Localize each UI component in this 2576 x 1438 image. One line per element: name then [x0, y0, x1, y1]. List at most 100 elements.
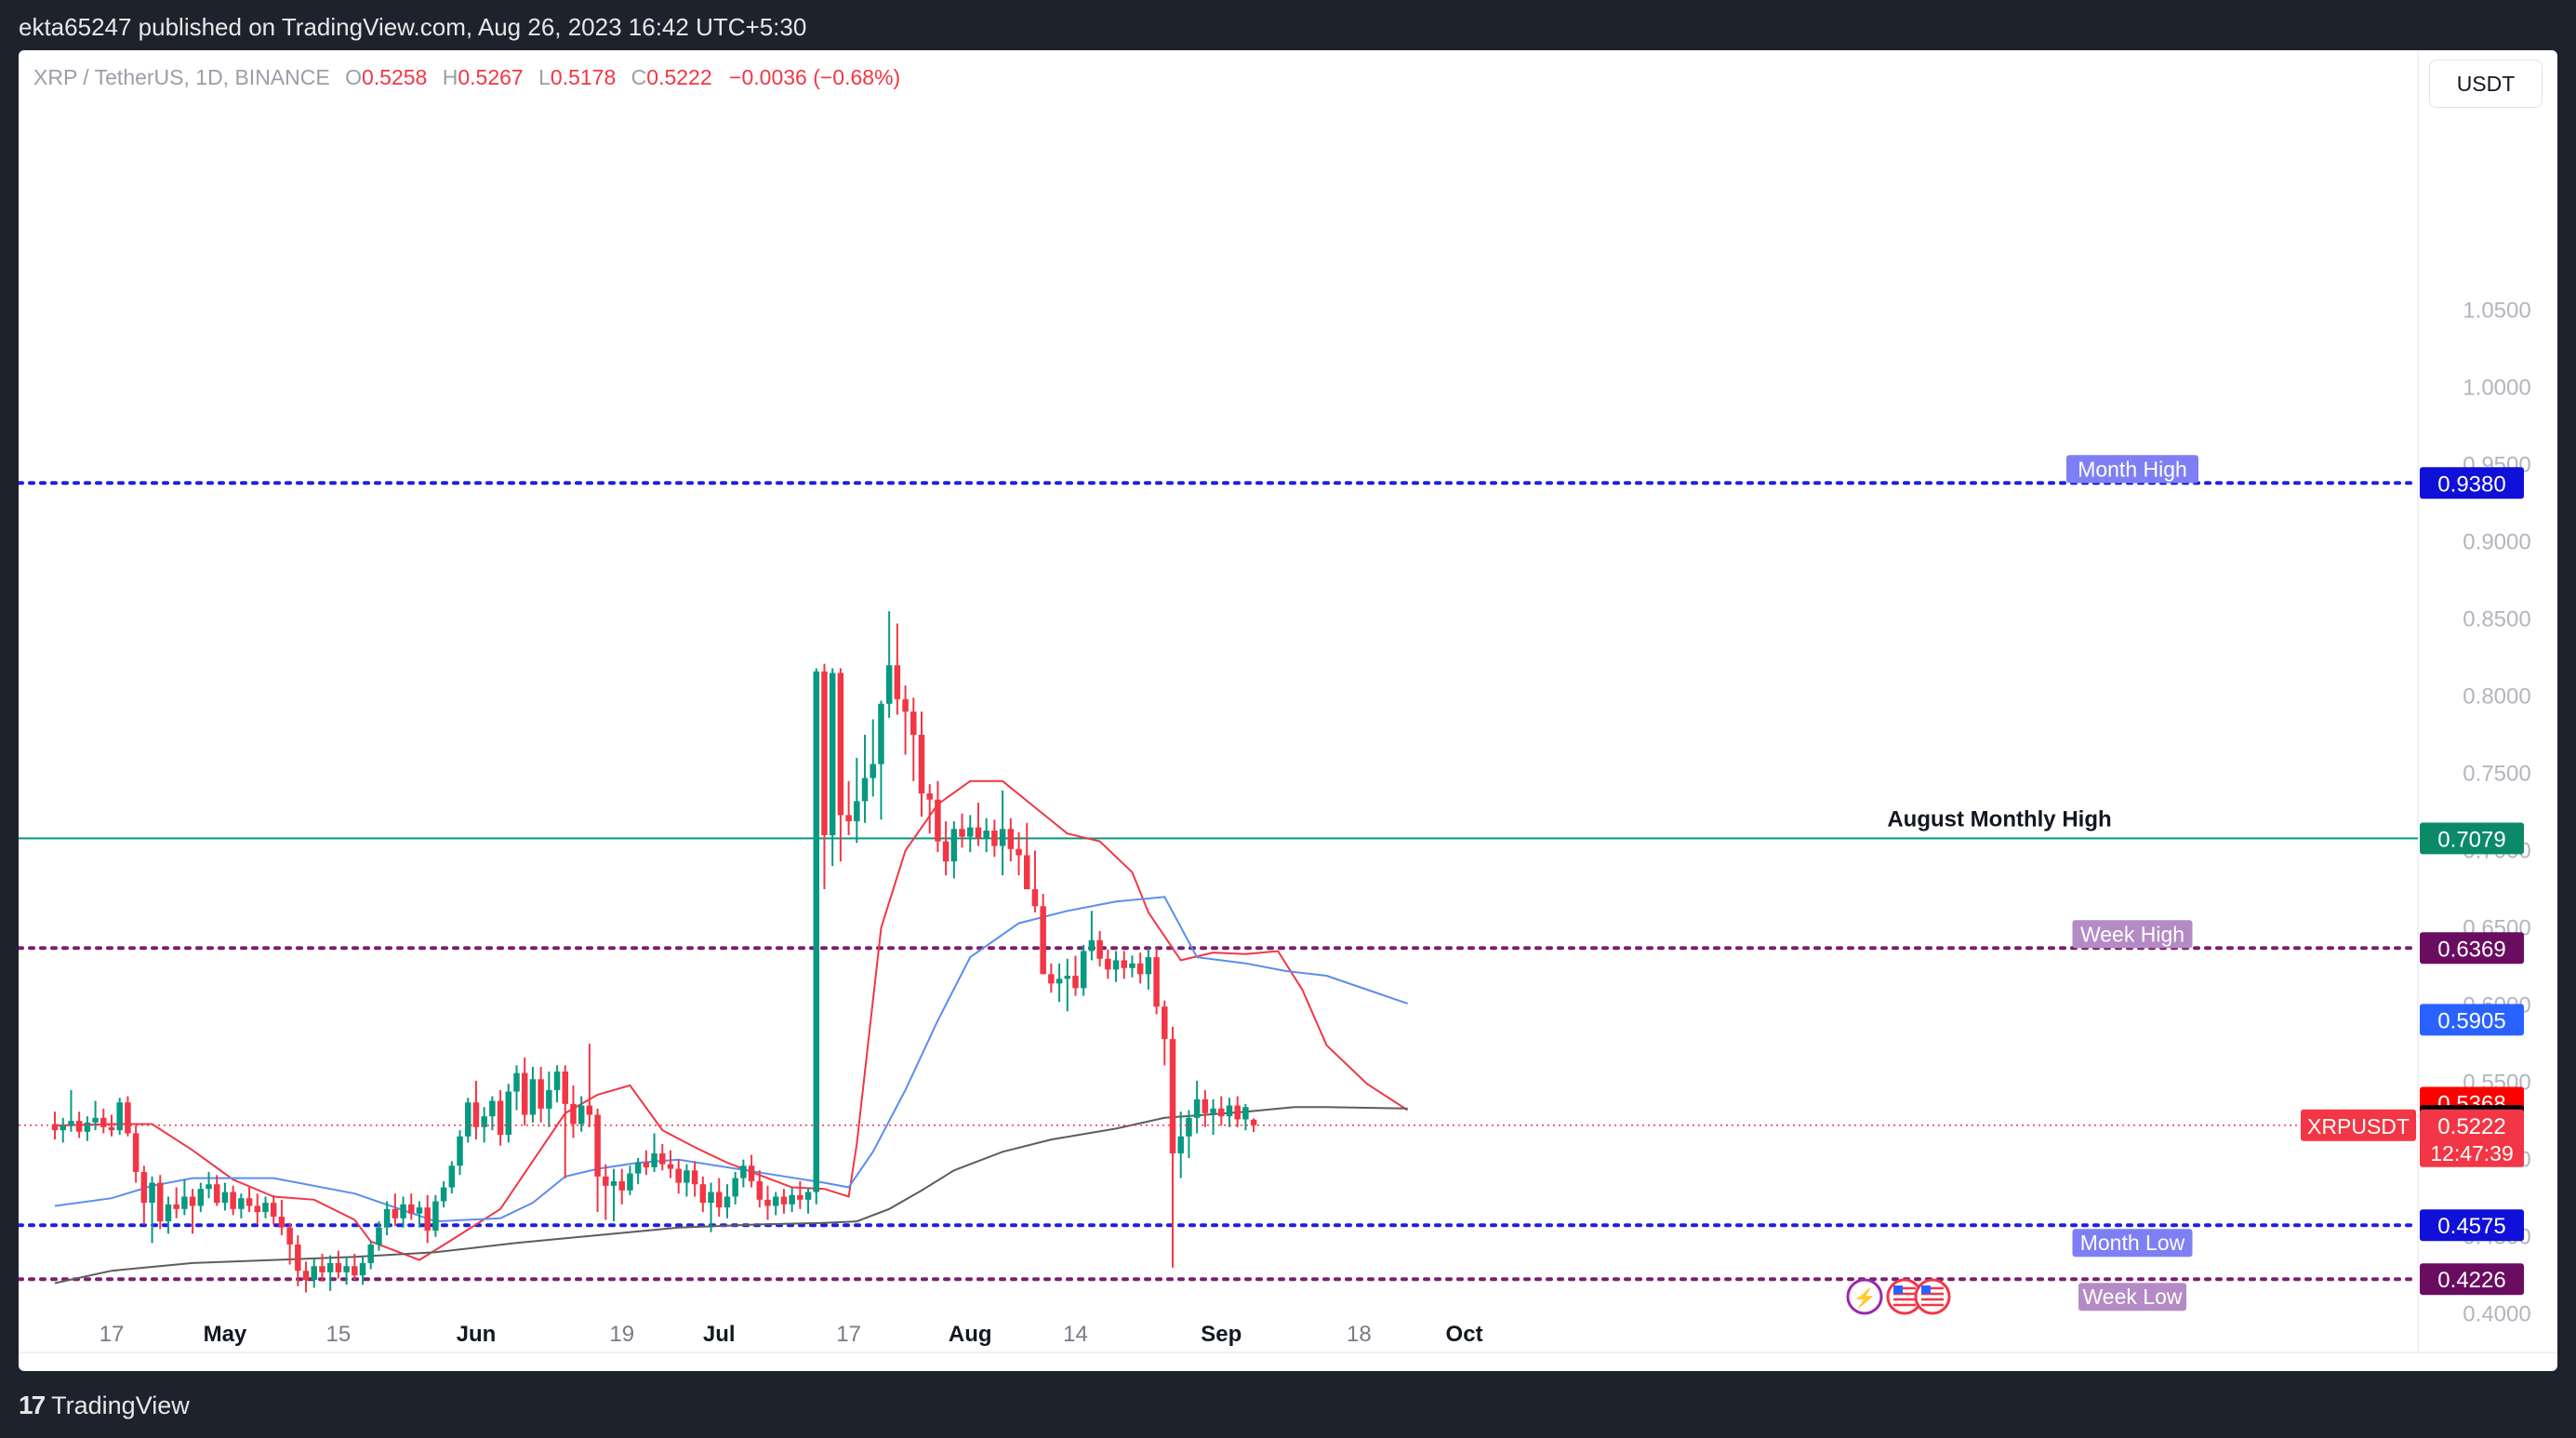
- candle-body[interactable]: [935, 799, 941, 842]
- candle-body[interactable]: [125, 1102, 131, 1134]
- candle-body[interactable]: [959, 829, 965, 837]
- candle-body[interactable]: [1129, 963, 1135, 968]
- candle-body[interactable]: [326, 1262, 334, 1272]
- candle-body[interactable]: [1169, 1039, 1176, 1154]
- candle-body[interactable]: [1145, 957, 1152, 975]
- candle-body[interactable]: [173, 1204, 179, 1209]
- candle-body[interactable]: [708, 1192, 714, 1204]
- candle-body[interactable]: [246, 1198, 253, 1206]
- candle-body[interactable]: [618, 1180, 625, 1191]
- candle-body[interactable]: [854, 801, 860, 821]
- candle-body[interactable]: [359, 1262, 366, 1276]
- currency-button[interactable]: USDT: [2429, 60, 2543, 108]
- candle-body[interactable]: [116, 1102, 123, 1131]
- candle-body[interactable]: [756, 1180, 764, 1200]
- candle-body[interactable]: [1136, 963, 1144, 975]
- candle-body[interactable]: [902, 699, 909, 712]
- candle-body[interactable]: [489, 1100, 496, 1117]
- candle-body[interactable]: [748, 1165, 755, 1181]
- candle-body[interactable]: [1031, 889, 1039, 907]
- candle-body[interactable]: [610, 1180, 617, 1186]
- candle-body[interactable]: [221, 1192, 229, 1204]
- candle-body[interactable]: [108, 1126, 115, 1131]
- candle-body[interactable]: [684, 1170, 690, 1183]
- candle-body[interactable]: [716, 1192, 723, 1208]
- candle-body[interactable]: [553, 1071, 561, 1090]
- candle-body[interactable]: [521, 1072, 528, 1115]
- candle-body[interactable]: [197, 1189, 205, 1206]
- candle-body[interactable]: [562, 1071, 569, 1104]
- candle-body[interactable]: [1016, 848, 1022, 856]
- candle-body[interactable]: [950, 829, 958, 862]
- candle-body[interactable]: [870, 764, 876, 779]
- candle-body[interactable]: [675, 1168, 682, 1183]
- candle-body[interactable]: [837, 672, 844, 816]
- candle-body[interactable]: [319, 1266, 325, 1272]
- candle-body[interactable]: [392, 1208, 399, 1218]
- candle-body[interactable]: [789, 1194, 795, 1205]
- candle-body[interactable]: [1193, 1098, 1201, 1118]
- candle-body[interactable]: [667, 1164, 674, 1169]
- candle-body[interactable]: [60, 1125, 66, 1131]
- candle-body[interactable]: [311, 1266, 318, 1281]
- candle-body[interactable]: [603, 1176, 609, 1186]
- candle-body[interactable]: [270, 1203, 277, 1218]
- candle-body[interactable]: [918, 734, 925, 794]
- candle-body[interactable]: [1234, 1105, 1241, 1120]
- candle-body[interactable]: [254, 1205, 261, 1213]
- candle-body[interactable]: [400, 1204, 406, 1218]
- candle-body[interactable]: [383, 1208, 391, 1228]
- candle-body[interactable]: [975, 827, 982, 839]
- candle-body[interactable]: [1105, 958, 1111, 970]
- candle-body[interactable]: [464, 1102, 471, 1137]
- candle-body[interactable]: [497, 1100, 504, 1136]
- candle-body[interactable]: [643, 1162, 650, 1167]
- candle-body[interactable]: [578, 1105, 585, 1125]
- flash-icon[interactable]: [1846, 1278, 1883, 1315]
- candle-body[interactable]: [432, 1201, 439, 1232]
- candle-body[interactable]: [140, 1171, 148, 1204]
- candle-body[interactable]: [910, 712, 917, 735]
- candle-body[interactable]: [691, 1170, 698, 1185]
- candle-body[interactable]: [804, 1192, 812, 1200]
- symbol-label[interactable]: XRP / TetherUS, 1D, BINANCE: [33, 65, 330, 89]
- chart-panel[interactable]: 0.30000.35000.40000.45000.50000.55000.60…: [19, 50, 2557, 1371]
- candle-body[interactable]: [845, 815, 852, 821]
- candle-body[interactable]: [967, 827, 974, 837]
- candle-body[interactable]: [481, 1116, 487, 1127]
- candle-body[interactable]: [861, 778, 869, 802]
- candle-body[interactable]: [206, 1184, 212, 1190]
- candle-body[interactable]: [1177, 1136, 1184, 1154]
- candle-body[interactable]: [213, 1184, 220, 1204]
- candle-body[interactable]: [84, 1122, 91, 1132]
- candle-body[interactable]: [699, 1184, 707, 1204]
- candle-body[interactable]: [1080, 951, 1087, 989]
- candle-body[interactable]: [132, 1133, 139, 1172]
- candle-body[interactable]: [1202, 1098, 1209, 1113]
- candle-body[interactable]: [1186, 1117, 1192, 1137]
- candle-body[interactable]: [538, 1079, 544, 1109]
- candle-body[interactable]: [529, 1079, 537, 1115]
- candle-body[interactable]: [295, 1244, 301, 1272]
- candle-body[interactable]: [1048, 974, 1055, 984]
- candle-body[interactable]: [149, 1182, 155, 1204]
- candle-body[interactable]: [764, 1199, 771, 1206]
- candle-body[interactable]: [1064, 976, 1071, 979]
- candle-body[interactable]: [165, 1204, 172, 1222]
- candle-body[interactable]: [1210, 1108, 1216, 1113]
- candle-body[interactable]: [513, 1072, 520, 1092]
- us-flag-icon[interactable]: [1914, 1278, 1951, 1315]
- candle-body[interactable]: [829, 672, 836, 835]
- candle-body[interactable]: [424, 1207, 431, 1232]
- candle-body[interactable]: [878, 703, 884, 765]
- candle-body[interactable]: [1072, 976, 1079, 989]
- candle-body[interactable]: [1088, 939, 1095, 952]
- candle-body[interactable]: [999, 829, 1006, 846]
- candle-body[interactable]: [991, 830, 998, 846]
- candle-body[interactable]: [1096, 939, 1103, 959]
- candle-body[interactable]: [1153, 957, 1160, 1007]
- candle-body[interactable]: [238, 1198, 245, 1209]
- candle-body[interactable]: [627, 1173, 633, 1191]
- candle-body[interactable]: [335, 1262, 342, 1272]
- candle-body[interactable]: [1250, 1119, 1257, 1125]
